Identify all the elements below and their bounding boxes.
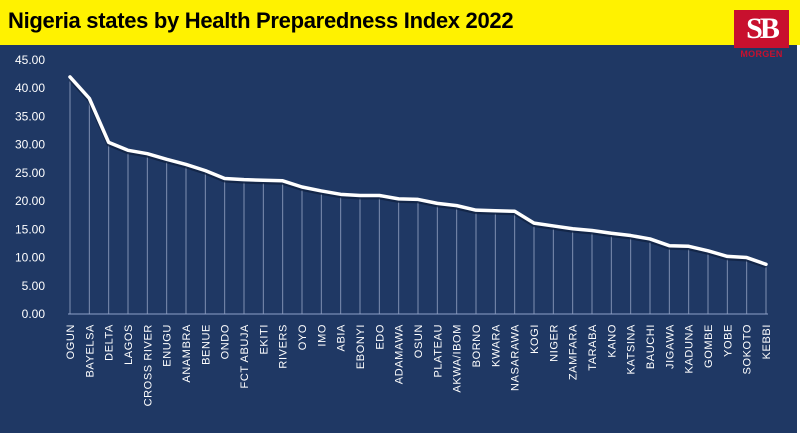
data-point	[281, 179, 284, 182]
x-tick-label: GOMBE	[703, 324, 715, 368]
data-point	[610, 232, 613, 235]
x-tick-label: ZAMFARA	[568, 324, 580, 380]
data-point	[204, 169, 207, 172]
data-point	[320, 189, 323, 193]
data-point	[300, 185, 304, 189]
data-point	[242, 178, 246, 181]
title-bar: Nigeria states by Health Preparedness In…	[0, 0, 800, 45]
data-point	[726, 255, 729, 258]
logo-text: MORGEN	[740, 49, 783, 59]
x-tick-label: KATSINA	[626, 324, 638, 375]
data-point	[532, 221, 536, 225]
x-tick-label: ONDO	[220, 324, 232, 359]
data-point	[68, 75, 72, 79]
data-point	[648, 237, 652, 241]
y-tick-label: 40.00	[15, 81, 45, 95]
x-tick-label: KANO	[606, 324, 618, 358]
data-point	[629, 234, 632, 237]
x-tick-label: ENUGU	[162, 324, 174, 367]
x-tick-label: OGUN	[65, 324, 77, 359]
x-tick-label: AKWA/IBOM	[452, 324, 464, 393]
y-tick-label: 5.00	[22, 279, 46, 293]
x-tick-label: RIVERS	[278, 324, 290, 369]
x-tick-label: BENUE	[200, 324, 212, 365]
y-tick-label: 0.00	[22, 307, 46, 321]
x-tick-label: TARABA	[587, 324, 599, 371]
x-tick-label: JIGAWA	[664, 324, 676, 369]
x-tick-label: PLATEAU	[432, 324, 444, 378]
data-point	[668, 244, 671, 247]
data-point	[416, 198, 420, 201]
data-point	[687, 245, 690, 248]
data-point	[764, 263, 768, 266]
x-tick-label: ANAMBRA	[181, 324, 193, 383]
data-point	[474, 208, 478, 212]
data-point	[494, 209, 497, 212]
y-tick-label: 15.00	[15, 222, 45, 236]
x-tick-label: IMO	[316, 324, 328, 347]
data-point	[590, 229, 594, 232]
x-tick-label: EKITI	[258, 324, 270, 355]
y-tick-label: 10.00	[15, 251, 45, 265]
data-point	[455, 204, 458, 207]
data-point	[165, 158, 168, 161]
y-tick-label: 35.00	[15, 109, 45, 123]
x-tick-label: BORNO	[471, 324, 483, 367]
data-point	[107, 141, 110, 144]
data-point	[745, 256, 748, 259]
x-tick-label: BAYELSA	[84, 324, 96, 378]
x-tick-label: NASARAWA	[510, 324, 522, 391]
x-tick-label: CROSS RIVER	[142, 324, 154, 406]
data-point	[436, 202, 439, 205]
data-point	[146, 152, 149, 155]
logo-mark: SB	[746, 12, 780, 45]
chart-title: Nigeria states by Health Preparedness In…	[8, 8, 514, 33]
y-tick-label: 25.00	[15, 166, 45, 180]
y-tick-label: 45.00	[15, 53, 45, 67]
x-tick-label: ADAMAWA	[394, 324, 406, 384]
x-tick-label: NIGER	[548, 324, 560, 362]
logo-badge: SB	[734, 10, 789, 48]
x-tick-label: KWARA	[490, 324, 502, 367]
data-point	[184, 163, 188, 166]
data-point	[339, 193, 342, 196]
x-tick-label: FCT ABUJA	[239, 324, 251, 389]
x-tick-label: DELTA	[104, 324, 116, 361]
data-point	[223, 177, 226, 180]
data-point	[126, 149, 130, 152]
x-tick-label: KOGI	[529, 324, 541, 354]
data-point	[571, 227, 574, 230]
x-tick-label: OYO	[297, 324, 309, 350]
y-tick-label: 30.00	[15, 138, 45, 152]
data-point	[706, 249, 710, 252]
x-tick-label: OSUN	[413, 324, 425, 358]
sb-morgen-logo: SB MORGEN	[734, 10, 789, 60]
x-tick-label: SOKOTO	[742, 324, 754, 374]
data-point	[378, 194, 381, 197]
data-point	[358, 194, 362, 197]
x-tick-label: ABIA	[336, 324, 348, 352]
x-tick-label: KADUNA	[684, 324, 696, 374]
data-point	[513, 210, 516, 213]
x-tick-label: EDO	[374, 324, 386, 350]
data-point	[397, 197, 400, 201]
data-point	[88, 97, 91, 100]
data-point	[552, 224, 555, 228]
x-tick-label: KEBBI	[761, 324, 773, 359]
y-tick-label: 20.00	[15, 194, 45, 208]
x-tick-label: YOBE	[722, 324, 734, 357]
data-point	[262, 179, 265, 182]
x-tick-label: LAGOS	[123, 324, 135, 365]
x-tick-label: EBONYI	[355, 324, 367, 369]
series-line-shadow	[68, 77, 767, 269]
x-tick-label: BAUCHI	[645, 324, 657, 369]
